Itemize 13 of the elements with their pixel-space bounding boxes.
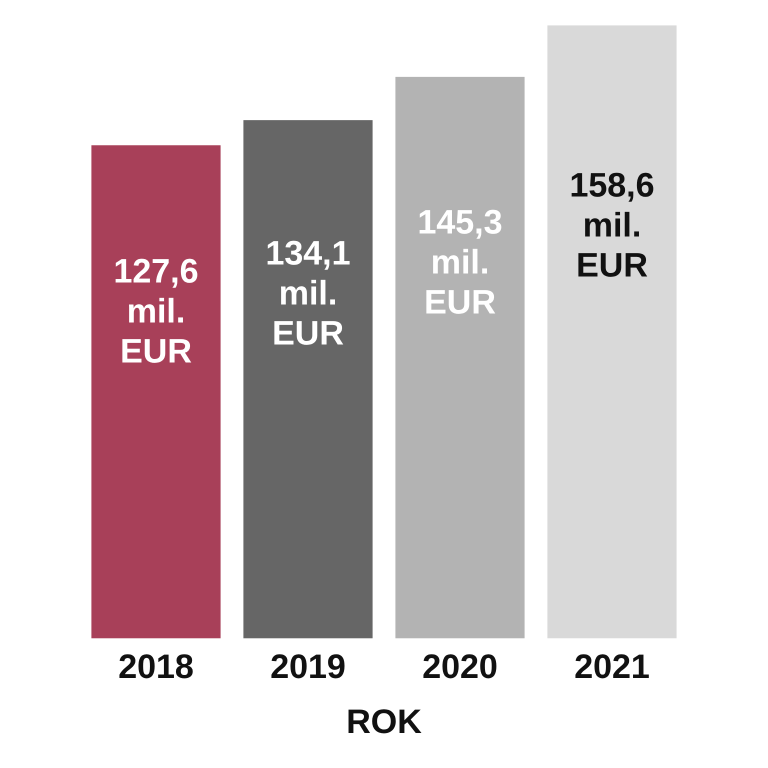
x-tick-label: 2020 <box>422 648 498 686</box>
data-label: 158,6 mil. EUR <box>569 166 655 284</box>
x-tick-label: 2021 <box>574 648 650 686</box>
x-tick-label: 2019 <box>270 648 346 686</box>
bar <box>547 25 677 638</box>
data-label: 127,6 mil. EUR <box>113 252 199 371</box>
x-tick-label: 2018 <box>118 648 194 686</box>
data-label: 145,3 mil. EUR <box>417 203 503 322</box>
bar <box>395 76 525 638</box>
bar <box>243 120 373 638</box>
bar <box>91 145 221 638</box>
x-axis-title: ROK <box>346 702 422 741</box>
data-label: 134,1 mil. EUR <box>265 234 351 353</box>
